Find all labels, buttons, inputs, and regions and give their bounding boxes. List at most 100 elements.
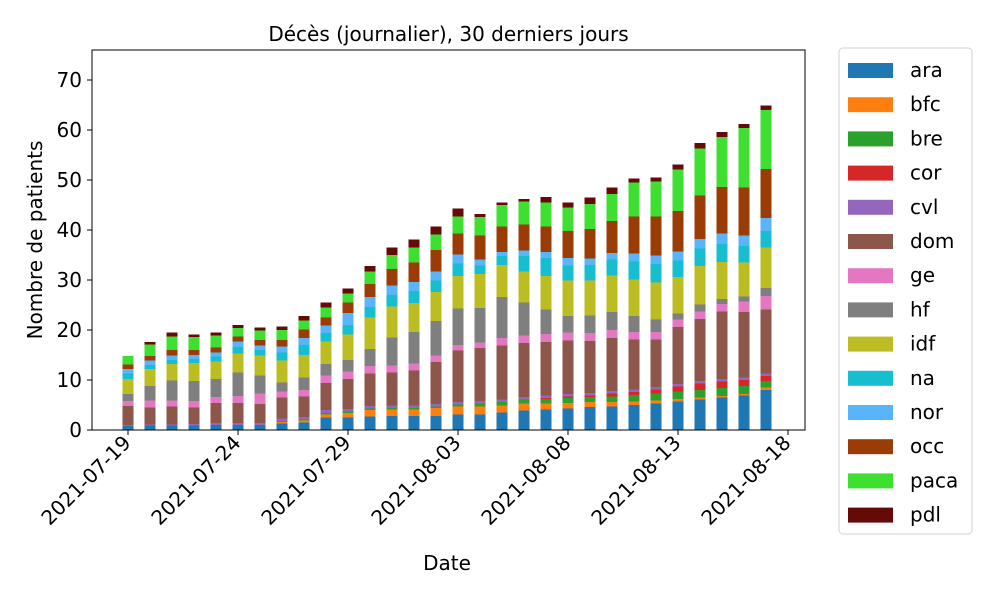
bars-group (122, 105, 772, 430)
x-tick-label: 2021-08-18 (696, 431, 795, 530)
bar-segment-ge (320, 375, 332, 383)
bar-segment-dom (276, 397, 288, 419)
bar-segment-bre (386, 408, 398, 410)
bar-segment-occ (232, 336, 244, 342)
bar-segment-bfc (760, 387, 772, 390)
bar-segment-pdl (144, 342, 156, 345)
bar-segment-na (320, 333, 332, 342)
bar-segment-idf (716, 262, 728, 299)
bar-segment-dom (650, 339, 662, 387)
bar-segment-cvl (496, 399, 508, 402)
bar-segment-cvl (562, 394, 574, 397)
bar-segment-occ (496, 226, 508, 252)
bar-segment-na (188, 359, 200, 363)
bar-segment-bfc (496, 405, 508, 413)
bar-segment-nor (210, 352, 222, 357)
legend-swatch-paca (848, 473, 893, 489)
bar-segment-hf (210, 379, 222, 397)
bar-segment-ara (694, 399, 706, 430)
bar-segment-pdl (694, 143, 706, 149)
bar-segment-occ (276, 340, 288, 347)
bar-segment-cvl (122, 425, 134, 426)
bar-segment-ge (188, 401, 200, 408)
bar-segment-ara (760, 390, 772, 430)
y-axis-title: Nombre de patients (23, 141, 47, 340)
bar-segment-ge (430, 355, 442, 362)
bar-segment-ge (342, 371, 354, 379)
bar-segment-occ (474, 235, 486, 260)
bar-segment-cvl (738, 377, 750, 380)
bar-segment-ara (452, 414, 464, 430)
bar-segment-paca (298, 320, 310, 330)
bar-segment-hf (254, 375, 266, 394)
bar-segment-idf (144, 369, 156, 386)
bar-segment-paca (320, 307, 332, 318)
bar-segment-bre (518, 399, 530, 404)
bar-segment-occ (562, 231, 574, 258)
bar-segment-cvl (342, 409, 354, 412)
legend-label-bre: bre (910, 126, 943, 150)
bar-segment-na (408, 291, 420, 303)
legend-swatch-bre (848, 131, 893, 147)
bar-segment-nor (518, 250, 530, 256)
bar-segment-ara (386, 416, 398, 430)
bar-segment-pdl (188, 334, 200, 337)
legend-label-paca: paca (910, 468, 958, 492)
bar-segment-hf (452, 308, 464, 345)
bar-segment-pdl (562, 202, 574, 208)
bar-segment-pdl (738, 124, 750, 128)
bar-segment-occ (672, 211, 684, 252)
legend-swatch-cvl (848, 199, 893, 215)
bar-segment-occ (694, 195, 706, 239)
bar-segment-cvl (452, 402, 464, 405)
bar-segment-hf (650, 319, 662, 332)
bar-segment-paca (144, 344, 156, 356)
bar-segment-ge (606, 330, 618, 338)
legend-swatch-hf (848, 302, 893, 318)
bar-segment-hf (562, 316, 574, 333)
bar-segment-dom (342, 379, 354, 409)
bar-segment-bre (320, 413, 332, 415)
bar-segment-occ (760, 169, 772, 218)
bar-segment-hf (606, 312, 618, 330)
bar-segment-bfc (584, 402, 596, 407)
bar-segment-na (628, 261, 640, 280)
bar-segment-paca (738, 128, 750, 188)
bar-segment-pdl (232, 325, 244, 328)
bar-segment-hf (188, 381, 200, 401)
bar-segment-idf (342, 334, 354, 360)
bar-segment-ge (650, 332, 662, 340)
bar-segment-ge (760, 296, 772, 310)
bar-segment-na (342, 325, 354, 335)
bar-segment-nor (628, 253, 640, 262)
bar-segment-pdl (518, 199, 530, 202)
bar-segment-bfc (716, 396, 728, 398)
bar-segment-dom (364, 373, 376, 406)
bar-segment-dom (210, 403, 222, 423)
bar-segment-paca (210, 335, 222, 348)
bar-segment-ge (210, 397, 222, 403)
legend: ara bfc bre cor cvl dom ge hf idf na nor occ paca pdl (838, 47, 973, 535)
bar-segment-pdl (474, 214, 486, 217)
bar-segment-pdl (386, 247, 398, 255)
bar-segment-paca (386, 255, 398, 269)
bar-segment-nor (672, 251, 684, 261)
y-tick-label: 60 (57, 118, 82, 142)
bar-segment-bfc (540, 403, 552, 410)
bar-segment-bre (540, 399, 552, 404)
bar-segment-dom (672, 327, 684, 384)
bar-segment-nor (408, 282, 420, 291)
legend-swatch-na (848, 370, 893, 386)
bar-segment-dom (716, 311, 728, 379)
bar-segment-pdl (364, 266, 376, 272)
bar-segment-dom (408, 370, 420, 406)
y-tick-label: 30 (57, 268, 82, 292)
bar-segment-ara (188, 425, 200, 430)
bar-segment-bre (496, 402, 508, 406)
bar-segment-occ (364, 284, 376, 297)
bar-segment-occ (166, 350, 178, 356)
bar-segment-dom (430, 362, 442, 404)
bar-segment-paca (716, 137, 728, 187)
bar-segment-nor (254, 345, 266, 350)
bar-segment-paca (276, 330, 288, 340)
